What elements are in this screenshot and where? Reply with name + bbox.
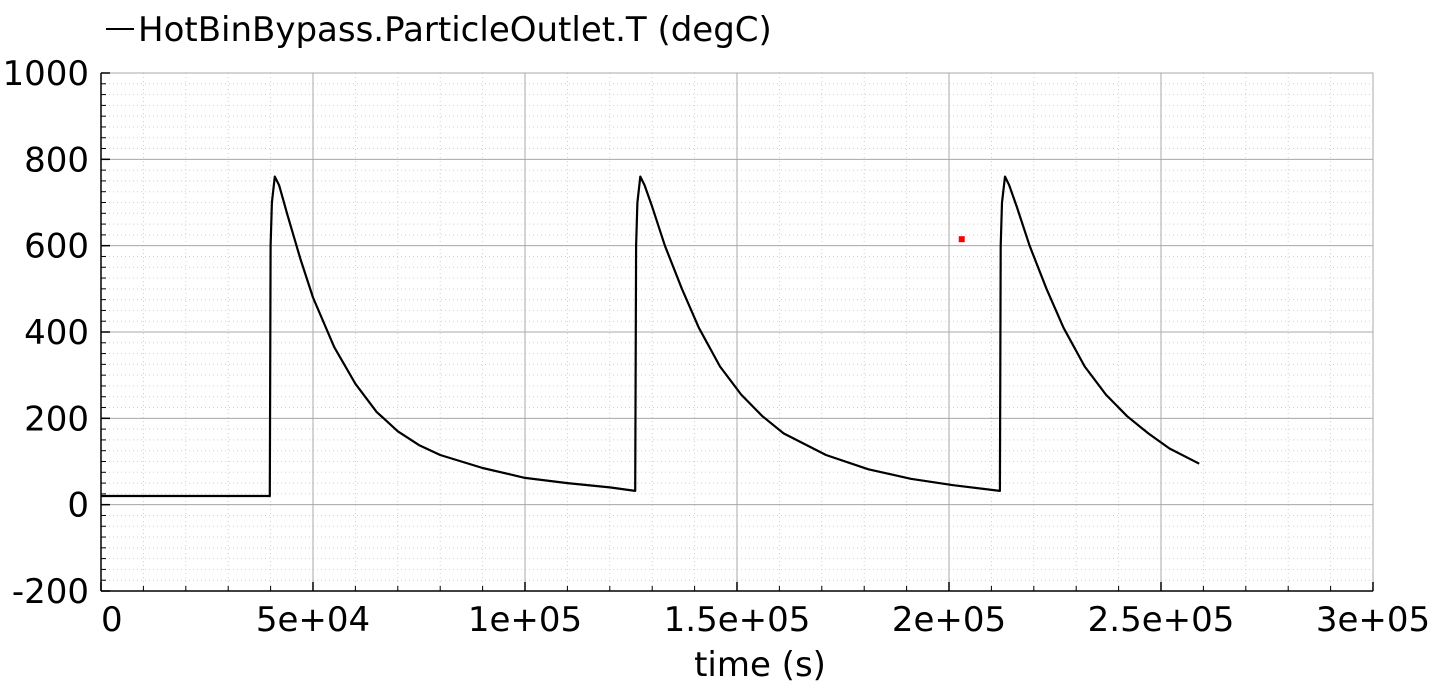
series-layer (101, 175, 1200, 498)
x-tick-label: 2e+05 (892, 600, 1006, 640)
x-axis-tick-labels: 0 5e+04 1e+05 1.5e+05 2e+05 2.5e+05 3e+05 (101, 600, 1430, 640)
y-tick-label: 1000 (2, 54, 89, 94)
x-tick-label: 5e+04 (256, 600, 370, 640)
y-tick-label: 0 (67, 486, 89, 526)
y-tick-label: -200 (12, 572, 89, 612)
annotations (958, 236, 965, 243)
x-tick-label: 3e+05 (1316, 600, 1430, 640)
y-tick-label: 200 (24, 399, 89, 439)
x-tick-label: 1.5e+05 (664, 600, 811, 640)
x-tick-label: 0 (101, 600, 123, 640)
axis-ticks (100, 72, 1374, 592)
y-axis-tick-labels: -200 0 200 400 600 800 1000 (2, 54, 89, 612)
legend-label: HotBinBypass.ParticleOutlet.T (degC) (138, 10, 772, 50)
y-tick-label: 800 (24, 140, 89, 180)
series-line (101, 175, 1200, 498)
y-tick-label: 400 (24, 313, 89, 353)
major-grid (100, 72, 1374, 592)
marker-point (958, 236, 965, 243)
legend: HotBinBypass.ParticleOutlet.T (degC) (106, 10, 772, 50)
y-tick-label: 600 (24, 227, 89, 267)
x-tick-label: 1e+05 (468, 600, 582, 640)
x-tick-label: 2.5e+05 (1088, 600, 1235, 640)
x-axis-title: time (s) (694, 645, 826, 685)
